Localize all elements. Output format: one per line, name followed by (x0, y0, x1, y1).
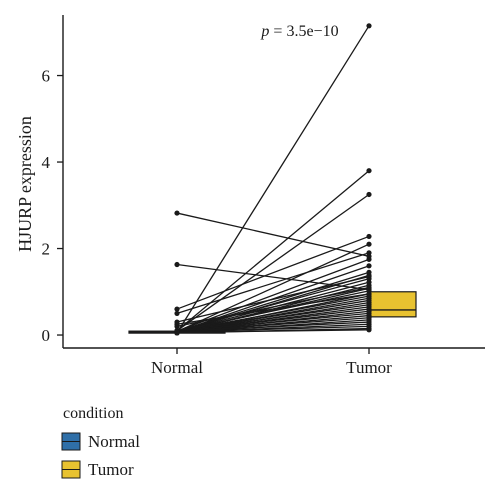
legend-label-normal: Normal (88, 432, 140, 451)
point-tumor-7 (366, 191, 372, 198)
point-normal-35 (174, 329, 180, 336)
point-normal-38 (174, 323, 180, 329)
point-normal-5 (174, 310, 180, 317)
pair-line-33 (176, 325, 370, 333)
pair-line-2 (176, 212, 370, 257)
pair-line-38 (176, 286, 370, 328)
axes (57, 15, 485, 354)
y-tick-label-0: 0 (42, 326, 51, 345)
pair-line-8 (176, 243, 370, 333)
point-normal-3 (174, 261, 180, 268)
pair-line-31 (176, 321, 370, 333)
x-tick-label-tumor: Tumor (346, 358, 392, 377)
plot-area (128, 23, 417, 336)
point-tumor-8 (366, 241, 372, 247)
point-tumor-4 (366, 233, 372, 240)
y-tick-label-6: 6 (42, 67, 51, 86)
pair-line-4 (176, 235, 370, 310)
point-tumor-10 (366, 263, 372, 269)
point-tumor-6 (366, 168, 372, 174)
pair-line-13 (176, 278, 370, 332)
point-normal-2 (174, 210, 180, 216)
y-tick-label-4: 4 (42, 153, 51, 172)
pair-line-37 (176, 293, 370, 325)
point-tumor-38 (366, 284, 372, 291)
pair-line-27 (176, 312, 370, 333)
point-tumor-36 (366, 274, 372, 280)
legend: condition Normal Tumor (61, 405, 140, 479)
x-tick-label-normal: Normal (151, 358, 203, 377)
pair-line-6 (176, 170, 370, 332)
p-value-annotation: p = 3.5e−10 (260, 23, 338, 40)
legend-title: condition (63, 405, 123, 422)
y-tick-label-2: 2 (42, 240, 51, 259)
pair-line-17 (176, 290, 370, 332)
pair-line-1 (176, 25, 370, 334)
pair-line-19 (176, 295, 370, 333)
point-normal-4 (174, 306, 180, 312)
point-tumor-9 (366, 256, 372, 262)
legend-label-tumor: Tumor (88, 460, 134, 479)
pair-line-23 (176, 304, 370, 333)
box-tumor (368, 291, 417, 318)
p-value-text: = 3.5e−10 (269, 23, 338, 40)
p-symbol: p (260, 23, 269, 40)
point-tumor-37 (366, 291, 372, 297)
point-tumor-35 (366, 327, 372, 333)
pair-line-35 (176, 329, 370, 334)
legend-item-tumor: Tumor (61, 460, 134, 479)
point-tumor-5 (366, 250, 372, 256)
legend-item-normal: Normal (61, 432, 140, 451)
y-axis-title: HJURP expression (15, 116, 35, 252)
pair-line-36 (176, 276, 370, 323)
point-tumor-1 (366, 23, 372, 29)
pair-line-7 (176, 193, 370, 332)
